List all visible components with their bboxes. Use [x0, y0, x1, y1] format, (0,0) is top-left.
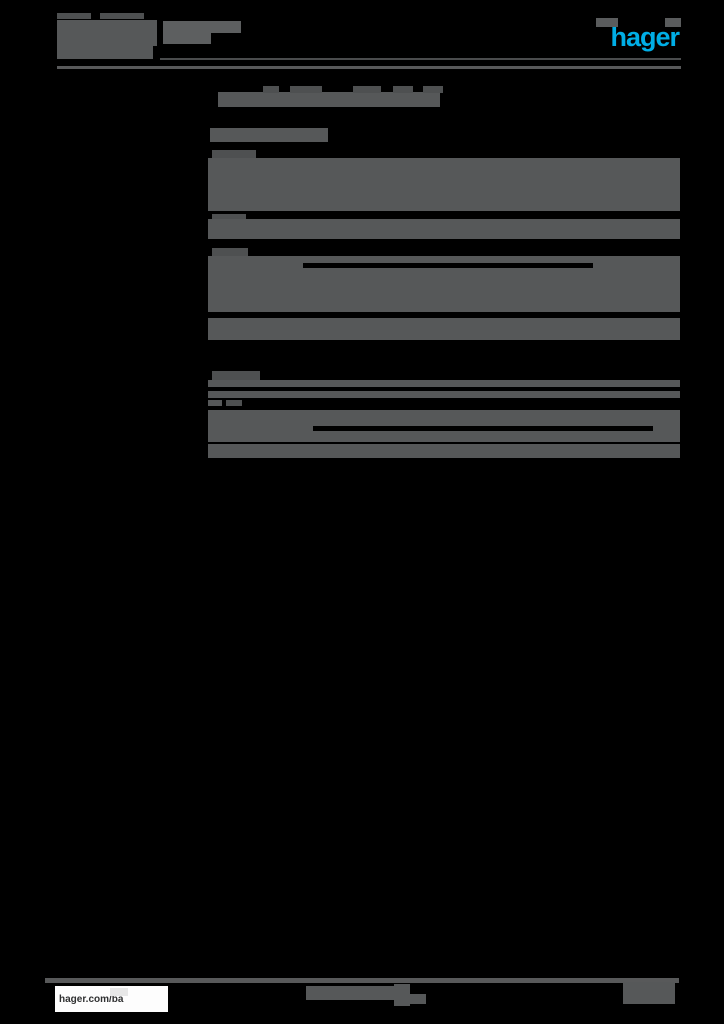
logo-redact-left [596, 18, 618, 27]
table-4-tick [208, 400, 222, 406]
footer-rule [45, 978, 679, 983]
main-heading-cap-2 [290, 86, 322, 93]
table-1-label [212, 150, 256, 158]
hager-logo: hager [594, 18, 681, 52]
page-header: hager [0, 0, 724, 78]
logo-redact-right [665, 18, 681, 27]
table-4-row-2 [208, 391, 680, 398]
footer-url-box[interactable]: hager.com/ba [55, 986, 168, 1012]
main-content [208, 85, 680, 470]
header-meta-line-3 [57, 13, 91, 19]
header-title-line-3 [57, 46, 153, 59]
footer-center-block-3 [394, 984, 410, 1006]
main-subheading [210, 128, 328, 142]
table-3-row-2 [208, 318, 680, 340]
table-4-row-1 [208, 380, 680, 387]
table-1-row-2 [208, 199, 680, 211]
table-4-label-1 [212, 371, 260, 380]
footer-url-smudge [110, 988, 128, 996]
table-2-label [212, 214, 246, 222]
header-title-line-2 [57, 33, 157, 46]
main-heading-cap-1 [263, 86, 279, 93]
table-2-row-1 [208, 219, 680, 239]
footer-right-block [623, 982, 675, 1004]
footer-center-block-2 [398, 994, 426, 1004]
table-3-label [212, 248, 248, 257]
header-thin-rule [160, 58, 681, 60]
header-title-line-1 [57, 20, 157, 33]
table-4-label-2 [226, 400, 242, 406]
main-heading-cap-3 [353, 86, 381, 93]
table-1-row-1 [208, 158, 680, 199]
table-4-inner-gap [313, 426, 653, 431]
header-meta-line-1 [163, 21, 241, 33]
footer-url-text[interactable]: hager.com/ba [59, 993, 124, 1005]
page-footer: hager.com/ba [0, 964, 724, 1024]
hager-logo-text: hager [610, 22, 680, 52]
header-meta-line-2 [163, 33, 211, 44]
table-3-inner-gap [303, 263, 593, 268]
header-meta-line-4 [100, 13, 144, 19]
main-heading [218, 92, 440, 107]
footer-center-block-1 [306, 986, 406, 1000]
table-4-row-4 [208, 444, 680, 458]
header-rule [57, 66, 681, 69]
main-heading-cap-5 [423, 86, 443, 93]
main-heading-cap-4 [393, 86, 413, 93]
